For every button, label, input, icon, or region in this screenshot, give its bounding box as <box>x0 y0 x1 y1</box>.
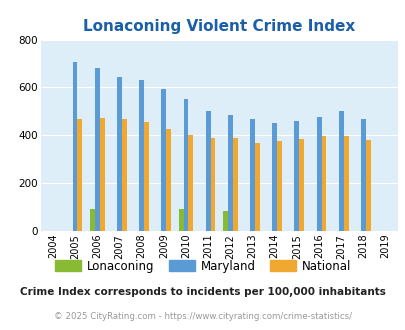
Bar <box>365 140 370 231</box>
Bar <box>249 118 254 231</box>
Bar <box>166 129 171 231</box>
Bar <box>254 143 259 231</box>
Bar <box>77 119 82 231</box>
Bar <box>294 121 298 231</box>
Bar <box>343 136 348 231</box>
Bar <box>117 77 121 231</box>
Bar <box>178 210 183 231</box>
Bar <box>210 138 215 231</box>
Bar <box>122 119 126 231</box>
Bar <box>144 122 149 231</box>
Bar <box>360 119 365 231</box>
Bar <box>90 210 94 231</box>
Bar <box>161 89 166 231</box>
Bar <box>227 115 232 231</box>
Title: Lonaconing Violent Crime Index: Lonaconing Violent Crime Index <box>83 19 354 34</box>
Bar <box>272 123 277 231</box>
Bar <box>205 112 210 231</box>
Legend: Lonaconing, Maryland, National: Lonaconing, Maryland, National <box>50 255 355 278</box>
Bar <box>338 112 343 231</box>
Bar <box>94 68 99 231</box>
Bar <box>298 139 303 231</box>
Bar <box>316 117 321 231</box>
Bar <box>183 99 188 231</box>
Bar <box>222 211 227 231</box>
Bar <box>72 62 77 231</box>
Bar <box>277 141 281 231</box>
Bar <box>232 138 237 231</box>
Bar <box>99 117 104 231</box>
Text: © 2025 CityRating.com - https://www.cityrating.com/crime-statistics/: © 2025 CityRating.com - https://www.city… <box>54 312 351 321</box>
Text: Crime Index corresponds to incidents per 100,000 inhabitants: Crime Index corresponds to incidents per… <box>20 287 385 297</box>
Bar <box>188 135 193 231</box>
Bar <box>139 80 144 231</box>
Bar <box>321 136 326 231</box>
